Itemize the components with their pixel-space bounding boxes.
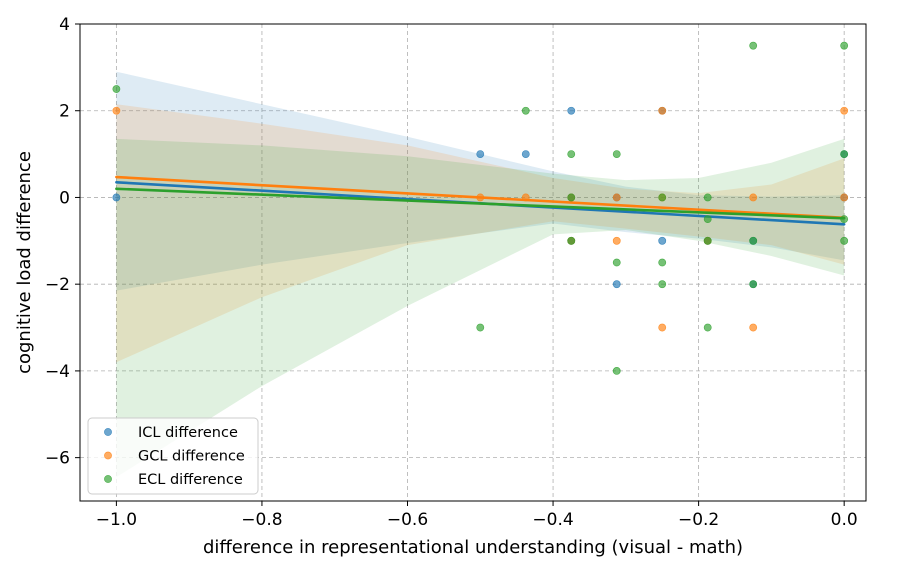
ecl-difference-point bbox=[703, 236, 712, 245]
legend-box bbox=[87, 417, 259, 495]
ecl-difference-point bbox=[703, 193, 712, 202]
gcl-difference-point bbox=[612, 236, 621, 245]
legend-marker bbox=[104, 451, 112, 460]
gcl-difference-point bbox=[476, 193, 485, 202]
gcl-difference-point bbox=[749, 323, 758, 332]
legend-marker bbox=[104, 428, 112, 436]
y-axis-label: cognitive load difference bbox=[14, 151, 35, 374]
legend-label: ICL difference bbox=[138, 425, 238, 441]
ecl-difference-point bbox=[612, 367, 621, 375]
ecl-difference-point bbox=[840, 150, 849, 158]
x-tick-label: 0.0 bbox=[831, 510, 858, 530]
gcl-difference-point bbox=[612, 193, 621, 202]
y-tick-label: −2 bbox=[45, 275, 70, 295]
ecl-difference-point bbox=[703, 215, 712, 224]
icl-difference-point bbox=[521, 150, 530, 158]
ecl-difference-regression-line bbox=[115, 187, 846, 220]
confidence-bands bbox=[116, 71, 845, 478]
ecl-difference-point bbox=[658, 193, 667, 202]
legend-label: ECL difference bbox=[138, 472, 243, 488]
y-axis-ticks: −6 −4 −2 0 2 4 bbox=[45, 15, 80, 469]
y-tick-label: −4 bbox=[45, 362, 70, 382]
icl-difference-point bbox=[476, 150, 485, 158]
gcl-difference-point bbox=[749, 193, 758, 202]
x-axis-ticks: −1.0 −0.8 −0.6 −0.4 −0.2 0.0 bbox=[96, 501, 858, 530]
x-tick-label: −0.6 bbox=[387, 510, 428, 530]
gcl-difference-point bbox=[658, 106, 667, 115]
y-tick-label: 0 bbox=[59, 188, 70, 208]
ecl-difference-point bbox=[749, 280, 758, 289]
ecl-difference-point bbox=[612, 150, 621, 158]
x-axis-label: difference in representational understan… bbox=[203, 537, 743, 558]
ecl-difference-point bbox=[840, 41, 849, 50]
gcl-difference-confidence-band bbox=[116, 104, 845, 363]
x-tick-label: −0.2 bbox=[678, 510, 719, 530]
ecl-difference-point bbox=[521, 106, 530, 115]
ecl-difference-point bbox=[567, 236, 576, 245]
gcl-difference-point bbox=[658, 323, 667, 332]
legend: ICL difference GCL difference ECL differen… bbox=[87, 417, 259, 495]
icl-difference-point bbox=[567, 106, 576, 115]
ecl-difference-point bbox=[840, 215, 849, 224]
ecl-difference-point bbox=[658, 280, 667, 289]
icl-difference-point bbox=[112, 193, 121, 202]
y-tick-label: 4 bbox=[59, 15, 70, 35]
data-points bbox=[112, 41, 849, 375]
icl-difference-point bbox=[658, 236, 667, 245]
legend-label: GCL difference bbox=[138, 449, 245, 465]
ecl-difference-point bbox=[112, 85, 121, 93]
ecl-difference-point bbox=[749, 236, 758, 245]
icl-difference-confidence-band bbox=[116, 71, 845, 291]
gcl-difference-point bbox=[840, 106, 849, 115]
y-tick-label: 2 bbox=[59, 102, 70, 122]
x-tick-label: −1.0 bbox=[96, 510, 137, 530]
ecl-difference-point bbox=[567, 150, 576, 158]
gcl-difference-point bbox=[840, 193, 849, 202]
x-tick-label: −0.8 bbox=[241, 510, 282, 530]
icl-difference-point bbox=[612, 280, 621, 289]
plot-frame bbox=[79, 23, 867, 502]
ecl-difference-point bbox=[612, 258, 621, 267]
ecl-difference-point bbox=[840, 236, 849, 245]
legend-marker bbox=[104, 475, 112, 483]
ecl-difference-point bbox=[567, 193, 576, 202]
ecl-difference-point bbox=[749, 41, 758, 50]
ecl-difference-point bbox=[703, 323, 712, 332]
ecl-difference-point bbox=[658, 258, 667, 267]
gcl-difference-point bbox=[521, 193, 530, 202]
ecl-difference-confidence-band bbox=[116, 138, 845, 478]
gcl-difference-point bbox=[112, 106, 121, 115]
y-tick-label: −6 bbox=[45, 449, 70, 469]
x-tick-label: −0.4 bbox=[532, 510, 573, 530]
ecl-difference-point bbox=[476, 323, 485, 332]
